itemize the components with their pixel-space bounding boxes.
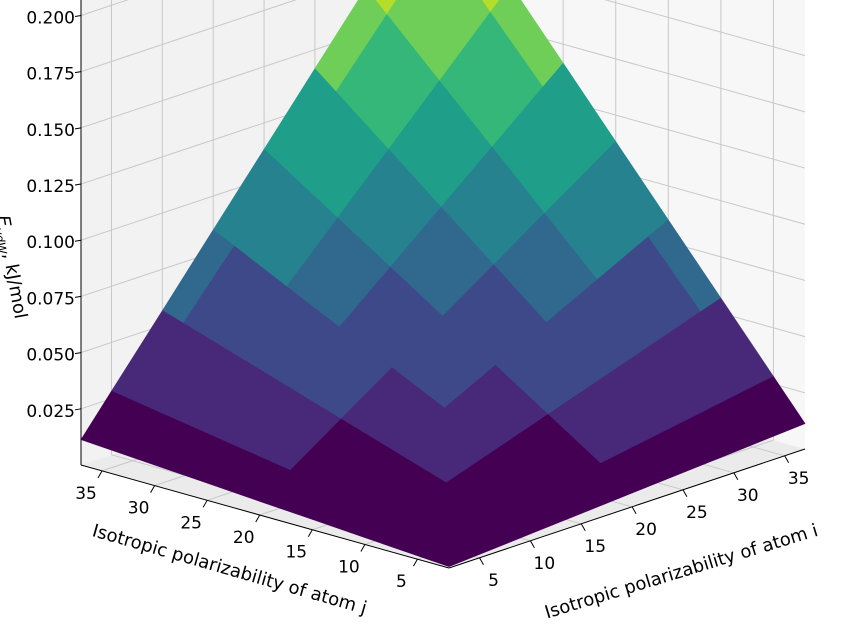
x-tick-label: 20 [635, 520, 657, 540]
x-tick-mark [784, 455, 790, 464]
x-tick-mark [682, 489, 688, 498]
x-axis-label: Isotropic polarizability of atom i [542, 520, 820, 623]
x-tick-label: 5 [488, 571, 499, 591]
y-tick-label: 30 [128, 499, 150, 519]
grid-line-wall-z [80, 0, 297, 73]
y-tick-mark [413, 558, 418, 567]
x-tick-label: 25 [686, 503, 708, 523]
z-tick-mark [74, 239, 82, 242]
x-tick-label: 30 [737, 486, 759, 506]
x-tick-label: 15 [584, 537, 606, 557]
z-tick-label: 0.125 [26, 177, 75, 197]
x-tick-mark [580, 523, 586, 532]
z-tick-label: 0.175 [26, 65, 75, 85]
x-axis-line [448, 448, 806, 569]
z-tick-label: 0.200 [26, 8, 75, 28]
surface-patch [417, 540, 480, 567]
x-tick-label: 10 [534, 554, 556, 574]
y-tick-mark [360, 544, 366, 552]
x-tick-mark [733, 472, 739, 481]
z-axis-label-symbol: E [0, 214, 15, 229]
surface-plot [80, 0, 806, 567]
y-tick-mark [150, 485, 156, 493]
z-tick-mark [74, 14, 82, 17]
y-tick-mark [202, 500, 208, 508]
z-tick-label: 0.100 [26, 233, 75, 253]
y-tick-label: 25 [180, 513, 202, 533]
y-tick-mark [255, 514, 261, 523]
grid-line-wall-z [604, 0, 806, 57]
y-tick-mark [97, 470, 103, 479]
z-tick-mark [74, 408, 82, 411]
z-tick-mark [74, 295, 82, 298]
y-tick-mark [307, 529, 313, 537]
y-tick-label: 20 [233, 528, 255, 548]
z-tick-label: 0.050 [26, 346, 75, 366]
y-tick-label: 35 [75, 484, 97, 504]
z-tick-label: 0.150 [26, 121, 75, 141]
z-tick-mark [74, 183, 82, 186]
tick-labels: 5 10 15 20 25 30 35 5 10 15 20 25 30 35 0.025 0.050 0.07… [26, 8, 809, 592]
z-tick-mark [74, 352, 82, 355]
z-tick-mark [74, 71, 82, 74]
z-tick-label: 0.075 [26, 289, 75, 309]
z-tick-label: 0.025 [26, 402, 75, 422]
surface-patch [481, 0, 500, 13]
z-axis-label: EvdW, kJ/mol [0, 214, 31, 321]
y-axis-line [80, 464, 450, 569]
y-tick-label: 5 [396, 572, 407, 592]
z-tick-mark [74, 127, 82, 130]
x-tick-label: 35 [788, 469, 810, 489]
x-tick-mark [529, 540, 535, 549]
y-tick-label: 10 [338, 557, 360, 577]
y-tick-label: 15 [285, 543, 307, 563]
x-tick-mark [631, 506, 637, 515]
y-axis-label: Isotropic polarizability of atom j [90, 520, 369, 619]
surface-patch [374, 0, 397, 15]
x-tick-mark [479, 557, 484, 566]
z-axis-label-unit: , kJ/mol [0, 251, 31, 320]
z-axis-label-subscript: vdW [0, 227, 10, 257]
